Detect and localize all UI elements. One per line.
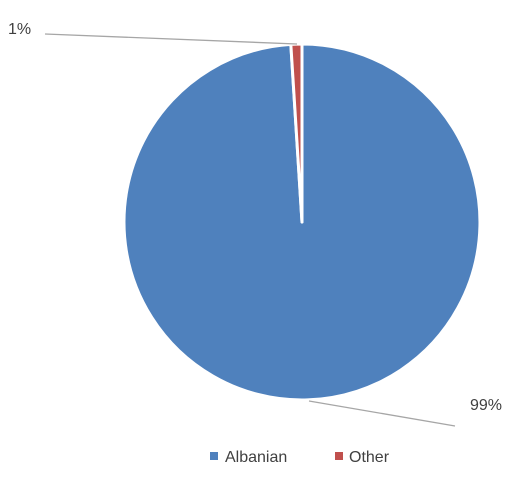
leader-line-albanian bbox=[308, 400, 456, 427]
leader-lines bbox=[44, 33, 456, 427]
legend-swatch-albanian bbox=[210, 452, 218, 460]
pie-slices bbox=[122, 42, 482, 402]
legend-label-other: Other bbox=[349, 449, 390, 466]
leader-line-other bbox=[44, 33, 298, 45]
data-label-other: 1% bbox=[8, 21, 31, 38]
data-labels: 99% 1% bbox=[8, 21, 502, 414]
data-label-albanian: 99% bbox=[470, 397, 502, 414]
legend-label-albanian: Albanian bbox=[225, 449, 287, 466]
legend: Albanian Other bbox=[210, 449, 390, 466]
legend-swatch-other bbox=[335, 452, 343, 460]
